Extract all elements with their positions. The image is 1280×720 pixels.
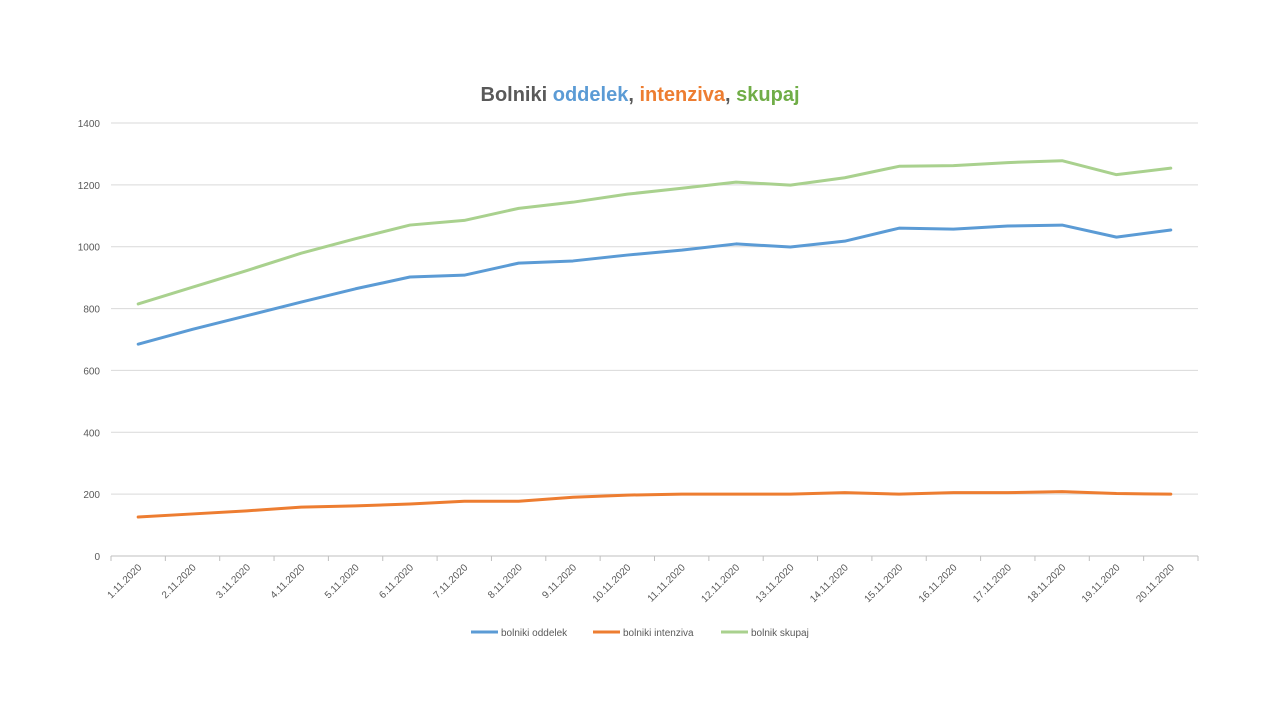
x-tick-label: 3.11.2020: [214, 562, 253, 601]
title-part: ,: [628, 84, 639, 106]
title-part: oddelek: [553, 84, 629, 106]
chart-title: Bolniki oddelek, intenziva, skupaj: [481, 84, 800, 106]
x-tick-label: 13.11.2020: [754, 562, 797, 605]
x-tick-label: 10.11.2020: [591, 562, 634, 605]
x-tick-label: 20.11.2020: [1134, 562, 1177, 605]
x-tick-label: 12.11.2020: [699, 562, 742, 605]
series-line-2: [136, 159, 1173, 306]
x-tick-label: 7.11.2020: [432, 562, 471, 601]
x-tick-label: 11.11.2020: [646, 562, 688, 604]
x-tick-label: 6.11.2020: [377, 562, 416, 601]
y-tick-label: 1000: [78, 243, 101, 254]
x-tick-label: 4.11.2020: [269, 562, 308, 601]
x-tick-label: 18.11.2020: [1026, 562, 1069, 605]
x-tick-label: 15.11.2020: [863, 562, 906, 605]
x-tick-label: 5.11.2020: [323, 562, 362, 601]
x-tick-label: 1.11.2020: [106, 562, 145, 601]
x-tick-label: 19.11.2020: [1080, 562, 1123, 605]
x-tick-label: 14.11.2020: [808, 562, 851, 605]
y-tick-label: 400: [83, 428, 100, 439]
y-tick-label: 800: [83, 305, 100, 316]
x-tick-label: 2.11.2020: [160, 562, 199, 601]
legend-label: bolnik skupaj: [751, 628, 809, 639]
y-tick-label: 1400: [78, 119, 101, 130]
legend-label: bolniki oddelek: [501, 628, 568, 639]
y-tick-label: 600: [83, 366, 100, 377]
x-tick-label: 17.11.2020: [971, 562, 1014, 605]
series-line-1: [136, 490, 1173, 519]
title-part: skupaj: [736, 84, 799, 106]
x-tick-label: 9.11.2020: [540, 562, 579, 601]
title-part: intenziva: [639, 84, 725, 106]
x-tick-label: 16.11.2020: [917, 562, 960, 605]
series-line-0: [136, 223, 1173, 346]
x-tick-label: 8.11.2020: [486, 562, 525, 601]
title-part: ,: [725, 84, 736, 106]
y-tick-label: 1200: [78, 181, 101, 192]
title-part: Bolniki: [481, 84, 553, 106]
legend-label: bolniki intenziva: [623, 628, 694, 639]
y-tick-label: 200: [83, 490, 100, 501]
y-tick-label: 0: [94, 552, 100, 563]
